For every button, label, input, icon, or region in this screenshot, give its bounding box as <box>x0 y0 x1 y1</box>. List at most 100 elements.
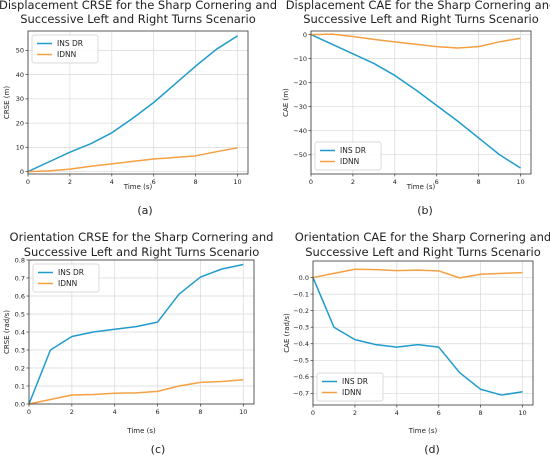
y-tick-label: 40 <box>16 71 24 79</box>
panel-caption: (b) <box>417 204 433 217</box>
legend-label: INS DR <box>340 146 366 155</box>
x-axis-label: Time (s) <box>406 183 436 191</box>
chart-title-line: Displacement CRSE for the Sharp Cornerin… <box>0 0 277 12</box>
series-line-ins-dr <box>312 277 523 396</box>
x-tick-label: 4 <box>110 178 114 186</box>
y-tick-label: 0.8 <box>15 256 25 264</box>
x-axis-label: Time (s) <box>126 427 156 435</box>
legend-label: IDNN <box>340 157 359 166</box>
y-tick-label: 0.1 <box>15 382 25 390</box>
x-tick-label: 10 <box>239 408 247 416</box>
series-line-idnn <box>312 268 523 279</box>
series-line-idnn <box>310 33 521 49</box>
y-axis-label: CAE (m) <box>282 88 290 117</box>
legend-label: IDNN <box>57 50 76 59</box>
legend: INS DR IDNN <box>31 34 99 64</box>
x-tick-label: 10 <box>233 178 241 186</box>
x-tick-label: 2 <box>353 409 357 417</box>
y-tick-label: −0.1 <box>293 290 309 298</box>
x-tick-label: 6 <box>156 408 160 416</box>
x-tick-label: 0 <box>26 178 30 186</box>
series-line-idnn <box>28 378 244 405</box>
y-tick-label: 0.0 <box>15 400 25 408</box>
y-tick-label: −0.5 <box>293 357 309 365</box>
chart-panel-c: Orientation CRSE for the Sharp Cornering… <box>3 230 273 456</box>
y-tick-label: 0 <box>303 31 307 39</box>
x-tick-label: 4 <box>113 408 117 416</box>
legend-label: INS DR <box>58 268 84 277</box>
legend: INS DR IDNN <box>32 263 100 293</box>
y-tick-label: 0.3 <box>15 346 25 354</box>
x-tick-label: 2 <box>70 408 74 416</box>
y-tick-label: −50 <box>293 151 307 159</box>
chart-panel-b: Displacement CAE for the Sharp Cornering… <box>282 0 550 217</box>
y-tick-label: −0.7 <box>293 390 309 398</box>
series-line-ins-dr <box>310 33 521 169</box>
x-tick-label: 0 <box>309 178 313 186</box>
panel-caption: (d) <box>424 443 440 456</box>
y-tick-label: 0.5 <box>15 310 25 318</box>
y-tick-label: 20 <box>16 119 24 127</box>
y-tick-label: 10 <box>16 144 24 152</box>
legend: INS DR IDNN <box>314 141 382 171</box>
y-tick-label: −40 <box>293 127 307 135</box>
series-line-ins-dr <box>28 263 244 405</box>
y-tick-label: −30 <box>293 103 307 111</box>
chart-title-line: Successive Left and Right Turns Scenario <box>24 245 260 259</box>
y-tick-label: 30 <box>16 95 24 103</box>
y-tick-label: 50 <box>16 47 24 55</box>
series-line-idnn <box>27 147 238 173</box>
chart-title-line: Successive Left and Right Turns Scenario <box>20 12 256 26</box>
y-tick-label: −0.4 <box>293 340 309 348</box>
x-axis-label: Time (s) <box>408 427 438 435</box>
x-tick-label: 2 <box>351 178 355 186</box>
legend: INS DR IDNN <box>316 372 384 402</box>
y-tick-label: 0.6 <box>15 292 25 300</box>
x-tick-label: 0 <box>27 408 31 416</box>
plot-frame <box>312 260 534 406</box>
y-tick-label: −0.3 <box>293 324 309 332</box>
y-tick-label: 0.7 <box>15 274 25 282</box>
plot-frame <box>27 30 249 175</box>
y-tick-label: −0.2 <box>293 307 309 315</box>
x-tick-label: 6 <box>435 178 439 186</box>
x-tick-label: 8 <box>479 409 483 417</box>
chart-panel-a: Displacement CRSE for the Sharp Cornerin… <box>0 0 277 217</box>
x-tick-label: 4 <box>393 178 397 186</box>
legend-box <box>314 141 382 171</box>
panel-caption: (c) <box>151 443 166 456</box>
x-tick-label: 0 <box>311 409 315 417</box>
y-tick-label: −0.6 <box>293 373 309 381</box>
x-tick-label: 2 <box>68 178 72 186</box>
chart-title-line: Orientation CRSE for the Sharp Cornering… <box>10 230 274 244</box>
panel-caption: (a) <box>137 204 152 217</box>
x-tick-label: 4 <box>395 409 399 417</box>
legend-label: INS DR <box>342 377 368 386</box>
chart-title-line: Orientation CAE for the Sharp Cornering … <box>295 230 550 244</box>
y-tick-label: −10 <box>293 55 307 63</box>
y-axis-label: CRSE (m) <box>3 86 11 119</box>
x-tick-label: 10 <box>518 409 526 417</box>
legend-label: INS DR <box>57 39 83 48</box>
x-tick-label: 10 <box>516 178 524 186</box>
x-axis-label: Time (s) <box>123 183 153 191</box>
y-axis-label: CAE (rad/s) <box>283 313 291 353</box>
y-tick-label: 0.4 <box>15 328 25 336</box>
x-tick-label: 8 <box>477 178 481 186</box>
legend-label: IDNN <box>58 279 77 288</box>
y-tick-label: 0 <box>20 168 24 176</box>
y-tick-label: −20 <box>293 79 307 87</box>
x-tick-label: 8 <box>198 408 202 416</box>
x-tick-label: 8 <box>194 178 198 186</box>
series-line-ins-dr <box>27 35 238 173</box>
legend-box <box>32 263 100 293</box>
chart-title-line: Successive Left and Right Turns Scenario <box>305 245 541 259</box>
legend-label: IDNN <box>342 388 361 397</box>
chart-title-line: Displacement CAE for the Sharp Cornering… <box>286 0 550 12</box>
y-tick-label: 0.0 <box>299 274 309 282</box>
chart-panel-d: Orientation CAE for the Sharp Cornering … <box>283 230 550 456</box>
chart-title-line: Successive Left and Right Turns Scenario <box>303 12 539 26</box>
plot-frame <box>310 30 532 175</box>
x-tick-label: 6 <box>152 178 156 186</box>
